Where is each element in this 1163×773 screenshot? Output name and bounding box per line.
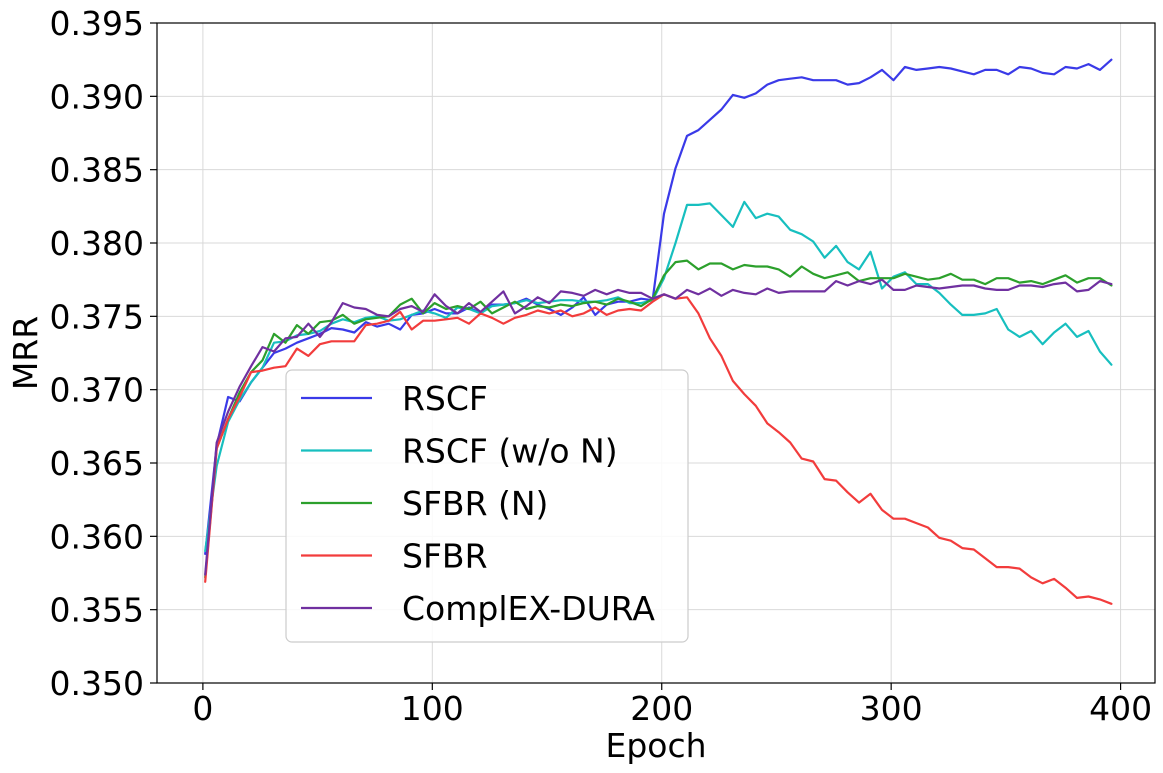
legend-label: RSCF (402, 379, 488, 418)
x-axis-title: Epoch (605, 726, 706, 765)
series-line-complex-dura (204, 278, 1113, 576)
legend-label: RSCF (w/o N) (402, 432, 618, 471)
plot-frame (156, 22, 1156, 684)
y-tick-label: 0.365 (50, 444, 144, 483)
legend-frame (285, 369, 689, 643)
y-tick-label: 0.385 (50, 151, 144, 190)
legend-label: ComplEX-DURA (402, 589, 655, 628)
y-tick-label: 0.380 (50, 224, 144, 263)
y-tick-label: 0.395 (50, 4, 144, 43)
y-tick-label: 0.390 (50, 77, 144, 116)
axis-ticks: 0 100 200 300 400 0.350 0.355 0.360 0.365 0.370 0.… (50, 4, 1153, 728)
y-tick-label: 0.355 (50, 591, 144, 630)
y-tick-label: 0.350 (50, 664, 144, 703)
series-line-sfbr (204, 293, 1113, 605)
series-line-rscf (204, 58, 1113, 556)
legend: RSCF RSCF (w/o N) SFBR (N) SFBR ComplEX-DURA (285, 369, 689, 643)
series-lines (204, 58, 1113, 605)
x-tick-label: 400 (1089, 689, 1152, 728)
y-tick-label: 0.370 (50, 371, 144, 410)
y-tick-label: 0.360 (50, 517, 144, 556)
x-tick-label: 0 (192, 689, 213, 728)
x-tick-label: 100 (401, 689, 464, 728)
y-axis-title: MRR (6, 316, 45, 390)
series-line-sfbr-n (204, 259, 1113, 579)
y-tick-label: 0.375 (50, 297, 144, 336)
legend-label: SFBR (N) (402, 484, 548, 523)
x-tick-label: 300 (860, 689, 923, 728)
legend-label: SFBR (402, 537, 488, 576)
x-tick-label: 200 (630, 689, 693, 728)
